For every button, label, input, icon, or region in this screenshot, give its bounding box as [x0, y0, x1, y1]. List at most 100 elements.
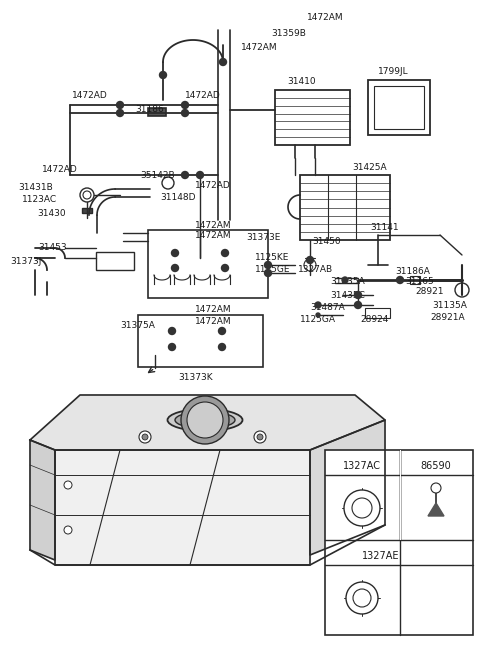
Text: 1472AM: 1472AM [195, 318, 232, 326]
Text: 31431B: 31431B [18, 183, 53, 193]
Text: 31375A: 31375A [120, 320, 155, 329]
Bar [96, 252, 134, 270]
Text: 28921: 28921 [415, 288, 444, 297]
Text: 1472AM: 1472AM [195, 305, 232, 314]
Text: 1472AD: 1472AD [72, 92, 108, 100]
Text: 1327AC: 1327AC [343, 461, 381, 471]
Circle shape [168, 343, 176, 350]
Text: 31141: 31141 [370, 223, 398, 233]
Text: 31425A: 31425A [352, 164, 386, 172]
Text: 31165: 31165 [405, 278, 434, 286]
Bar [410, 276, 420, 284]
Bar [365, 308, 390, 318]
Circle shape [181, 396, 229, 444]
Circle shape [315, 302, 321, 308]
Polygon shape [30, 440, 55, 560]
Text: 31373J: 31373J [10, 257, 41, 265]
Polygon shape [30, 395, 385, 450]
Circle shape [181, 109, 189, 117]
Text: 31487A: 31487A [310, 303, 345, 312]
Text: 1472AD: 1472AD [185, 92, 221, 100]
Text: 1472AM: 1472AM [307, 14, 344, 22]
Text: 1472AM: 1472AM [195, 221, 232, 229]
Text: 1125KE: 1125KE [255, 253, 289, 263]
Circle shape [64, 526, 72, 534]
Text: 1472AD: 1472AD [42, 166, 78, 174]
Circle shape [171, 250, 179, 257]
Circle shape [254, 431, 266, 443]
Text: 1472AM: 1472AM [241, 43, 277, 52]
Text: 86590: 86590 [420, 461, 451, 471]
Text: 31430: 31430 [37, 208, 66, 217]
Circle shape [221, 265, 228, 272]
Text: 31186A: 31186A [395, 267, 430, 276]
Circle shape [117, 109, 123, 117]
Bar [82, 208, 92, 213]
Circle shape [396, 276, 404, 284]
Ellipse shape [168, 409, 242, 431]
Circle shape [316, 313, 320, 317]
Circle shape [346, 582, 378, 614]
Circle shape [352, 498, 372, 518]
Circle shape [342, 277, 348, 283]
Circle shape [218, 328, 226, 335]
Circle shape [264, 261, 272, 269]
Bar [400, 450, 401, 540]
Circle shape [181, 102, 189, 109]
Bar [148, 230, 268, 298]
Bar [138, 315, 263, 367]
Ellipse shape [175, 411, 235, 428]
Text: 1327AB: 1327AB [298, 265, 333, 274]
Circle shape [139, 431, 151, 443]
Text: 1472AM: 1472AM [195, 231, 232, 240]
Bar [275, 90, 350, 145]
Text: 28924: 28924 [360, 316, 388, 324]
Circle shape [257, 434, 263, 440]
Text: 1125GE: 1125GE [255, 265, 290, 274]
Text: 31373E: 31373E [246, 233, 280, 242]
Circle shape [159, 71, 167, 79]
Text: 31373K: 31373K [178, 373, 213, 383]
Bar [368, 80, 430, 135]
Text: 31435C: 31435C [330, 291, 365, 301]
Text: 1125GA: 1125GA [300, 316, 336, 324]
Circle shape [431, 483, 441, 493]
Bar [300, 175, 390, 240]
Circle shape [196, 172, 204, 179]
Circle shape [171, 265, 179, 272]
Text: 1472AD: 1472AD [195, 181, 231, 189]
Circle shape [221, 250, 228, 257]
Circle shape [168, 328, 176, 335]
Circle shape [307, 257, 313, 263]
Circle shape [218, 343, 226, 350]
Text: 31450: 31450 [312, 238, 341, 246]
Text: 31359B: 31359B [271, 29, 306, 37]
Circle shape [264, 269, 272, 276]
Circle shape [117, 102, 123, 109]
Circle shape [355, 291, 361, 299]
Text: 1123AC: 1123AC [22, 195, 57, 204]
Circle shape [142, 434, 148, 440]
Circle shape [187, 402, 223, 438]
Text: 31410: 31410 [287, 77, 316, 86]
Polygon shape [310, 420, 385, 555]
Text: 1327AE: 1327AE [362, 551, 399, 561]
Bar [374, 86, 424, 129]
Polygon shape [55, 450, 310, 565]
Text: 31453: 31453 [38, 244, 67, 252]
Bar [148, 108, 166, 116]
Circle shape [181, 172, 189, 179]
Circle shape [344, 490, 380, 526]
Text: 28921A: 28921A [430, 314, 465, 322]
Text: 31186: 31186 [135, 105, 164, 113]
Circle shape [353, 589, 371, 607]
Text: 31435A: 31435A [330, 278, 365, 286]
Text: 31135A: 31135A [432, 301, 467, 310]
Text: 31148D: 31148D [160, 193, 195, 202]
Circle shape [64, 481, 72, 489]
Polygon shape [428, 503, 444, 516]
Circle shape [355, 301, 361, 309]
Text: 35142B: 35142B [140, 170, 175, 179]
Bar [325, 450, 473, 635]
Circle shape [219, 58, 227, 66]
